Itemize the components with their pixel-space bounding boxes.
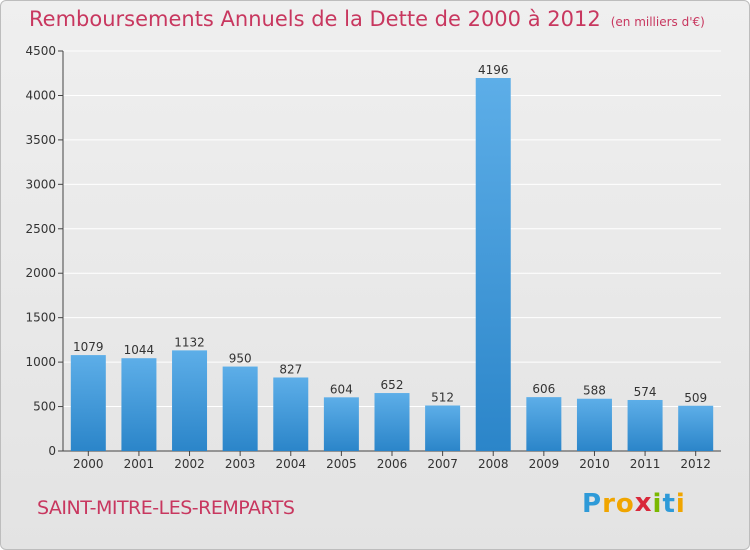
unit-note: (en milliers d'€) <box>610 15 705 29</box>
bars <box>70 78 714 452</box>
town-name: SAINT-MITRE-LES-REMPARTS <box>37 497 295 519</box>
x-tick-label: 2002 <box>174 457 205 471</box>
data-label: 1079 <box>73 340 104 354</box>
chart-title-text: Remboursements Annuels de la Dette de 20… <box>29 7 601 31</box>
x-tick-label: 2006 <box>377 457 408 471</box>
proxiti-logo: Proxiti <box>582 488 686 519</box>
x-tick-label: 2010 <box>579 457 610 471</box>
data-label: 4196 <box>478 63 509 77</box>
y-tick-label: 0 <box>48 444 56 458</box>
bar-2006 <box>374 393 410 451</box>
bar-2000 <box>70 355 106 451</box>
bar-2007 <box>425 405 461 451</box>
bar-2008 <box>475 78 511 452</box>
data-label: 604 <box>330 382 353 396</box>
bar-2001 <box>121 358 157 451</box>
y-tick-label: 3500 <box>25 133 56 147</box>
logo-letter: i <box>652 489 663 519</box>
x-tick-label: 2012 <box>680 457 711 471</box>
y-tick-label: 500 <box>33 400 56 414</box>
logo-letter: r <box>602 489 616 519</box>
x-tick-label: 2009 <box>529 457 560 471</box>
logo-letter: t <box>662 489 676 519</box>
x-tick-label: 2008 <box>478 457 509 471</box>
bar-2009 <box>526 397 562 451</box>
grid-lines <box>63 50 721 408</box>
logo-letter: i <box>675 489 686 519</box>
logo-letter: P <box>582 489 603 519</box>
bar-2011 <box>627 399 663 451</box>
data-label: 512 <box>431 390 454 404</box>
y-tick-label: 1000 <box>25 355 56 369</box>
logo-letter: o <box>615 489 635 519</box>
bar-2012 <box>678 405 714 451</box>
bar-2004 <box>273 377 309 451</box>
data-label: 827 <box>279 362 302 376</box>
data-labels: 1079 1044 1132 950 827 604 652 512 4196 606 588 574… <box>73 63 707 405</box>
data-label: 606 <box>532 382 555 396</box>
y-tick-label: 4500 <box>25 44 56 58</box>
y-tick-label: 2000 <box>25 266 56 280</box>
logo-letter: x <box>634 488 653 518</box>
chart-title: Remboursements Annuels de la Dette de 20… <box>29 7 705 31</box>
data-label: 574 <box>634 385 657 399</box>
bar-2003 <box>222 366 258 451</box>
x-tick-label: 2011 <box>630 457 661 471</box>
data-label: 588 <box>583 384 606 398</box>
data-label: 950 <box>229 352 252 366</box>
x-tick-label: 2004 <box>275 457 306 471</box>
bar-2005 <box>323 397 359 451</box>
bar-2010 <box>576 398 612 451</box>
data-label: 1044 <box>124 343 155 357</box>
y-tick-label: 1500 <box>25 311 56 325</box>
x-tick-label: 2005 <box>326 457 357 471</box>
x-tick-label: 2003 <box>225 457 256 471</box>
y-tick-label: 2500 <box>25 222 56 236</box>
bar-2002 <box>172 350 208 451</box>
y-tick-label: 3000 <box>25 177 56 191</box>
y-tick-label: 4000 <box>25 88 56 102</box>
x-tick-label: 2001 <box>124 457 155 471</box>
data-label: 509 <box>684 391 707 405</box>
data-label: 1132 <box>174 335 205 349</box>
data-label: 652 <box>381 378 404 392</box>
x-tick-label: 2007 <box>427 457 458 471</box>
x-tick-label: 2000 <box>73 457 104 471</box>
